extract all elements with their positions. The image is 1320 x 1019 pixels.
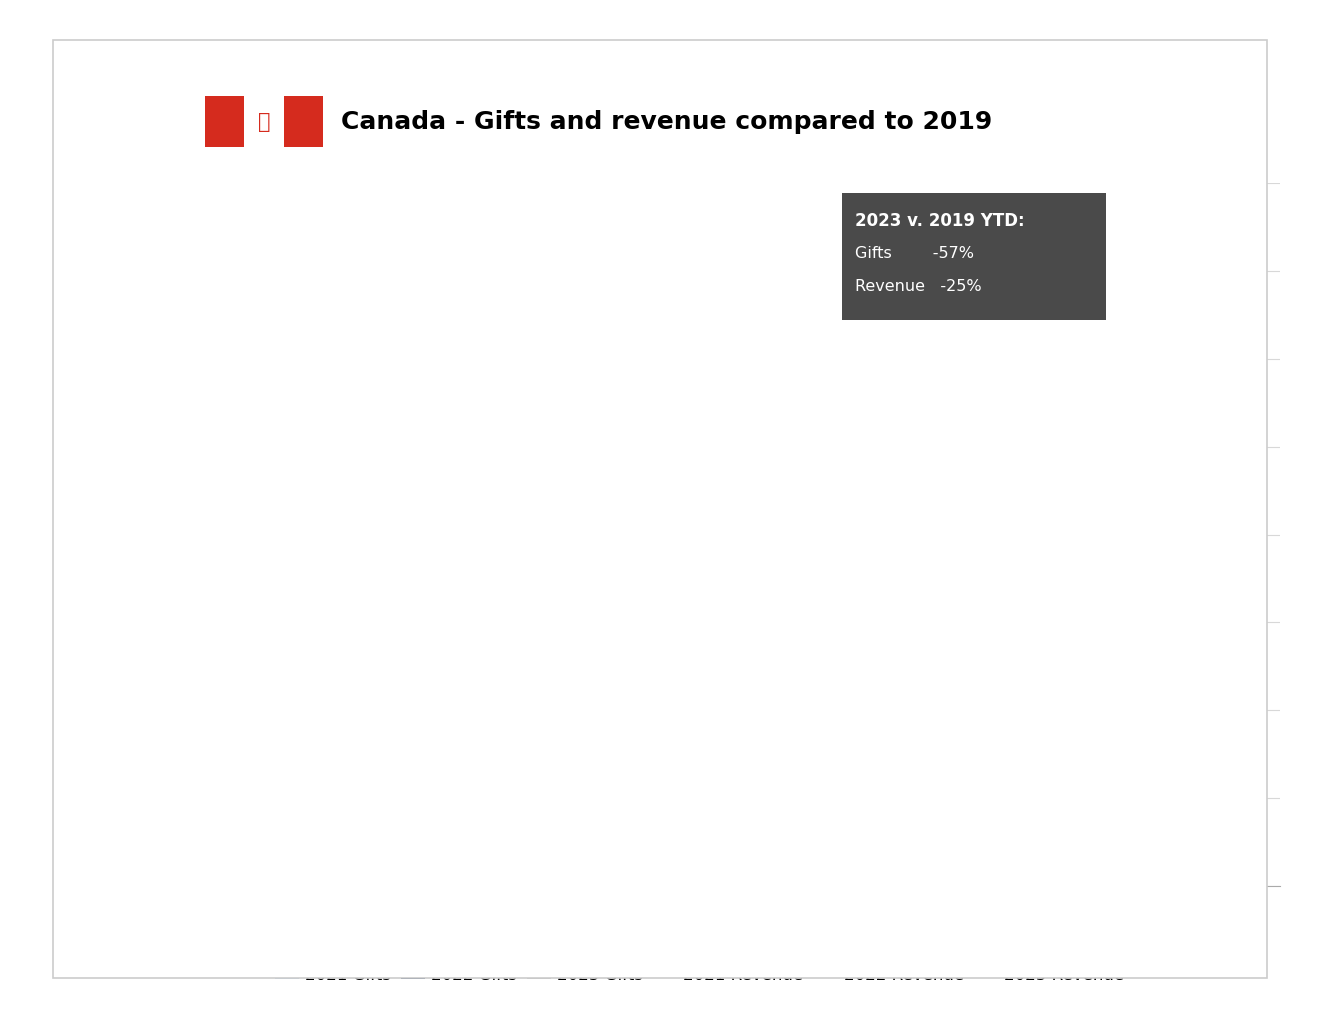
Bar xyxy=(1191,579,1216,887)
Bar xyxy=(832,619,857,887)
Bar xyxy=(614,636,639,887)
Bar xyxy=(519,632,543,887)
Text: Gifts        -57%: Gifts -57% xyxy=(855,246,974,261)
Text: 2023 v. 2019 YTD:: 2023 v. 2019 YTD: xyxy=(855,212,1026,230)
Bar xyxy=(902,614,927,887)
Bar xyxy=(183,676,209,887)
Bar xyxy=(447,592,473,887)
Bar xyxy=(568,689,593,887)
Bar xyxy=(1119,614,1144,887)
Bar xyxy=(160,596,183,887)
Bar xyxy=(807,619,832,887)
Legend: 2021 Gifts, 2022 Gifts, 2023 Gifts, 2021 Revenue, 2022 Revenue, 2023 Revenue: 2021 Gifts, 2022 Gifts, 2023 Gifts, 2021… xyxy=(269,958,1130,989)
Bar xyxy=(351,601,376,887)
Bar xyxy=(280,702,305,887)
Bar xyxy=(735,614,760,887)
Bar xyxy=(998,605,1023,887)
Bar xyxy=(135,653,160,887)
Text: 🍁: 🍁 xyxy=(257,112,271,132)
Bar xyxy=(543,596,568,887)
Text: Revenue   -25%: Revenue -25% xyxy=(855,279,982,294)
Bar xyxy=(1094,596,1119,887)
Bar xyxy=(473,685,498,887)
Bar xyxy=(422,628,447,887)
Bar xyxy=(255,628,280,887)
Bar xyxy=(639,605,664,887)
Bar xyxy=(710,628,735,887)
Bar xyxy=(760,698,785,887)
Bar xyxy=(230,623,255,887)
Bar xyxy=(664,698,689,887)
Bar xyxy=(927,614,952,887)
Bar xyxy=(326,601,351,887)
Text: Canada - Gifts and revenue compared to 2019: Canada - Gifts and revenue compared to 2… xyxy=(341,110,991,135)
Bar xyxy=(1216,605,1239,887)
Bar xyxy=(376,672,401,887)
Bar xyxy=(1023,614,1048,887)
